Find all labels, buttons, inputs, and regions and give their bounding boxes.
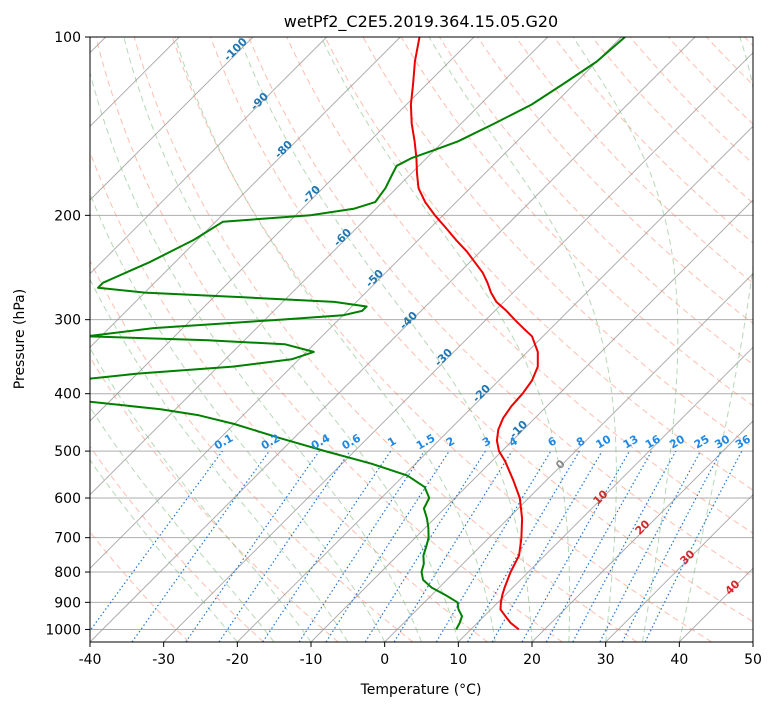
x-tick-label: 50 [744, 652, 762, 668]
y-tick-label: 1000 [45, 622, 81, 638]
x-tick-label: 0 [380, 652, 389, 668]
y-tick-label: 600 [54, 491, 81, 507]
x-tick-label: -10 [300, 652, 323, 668]
y-tick-label: 300 [54, 313, 81, 329]
y-tick-label: 400 [54, 387, 81, 403]
y-tick-label: 500 [54, 444, 81, 460]
y-tick-label: 800 [54, 565, 81, 581]
x-tick-label: -20 [226, 652, 249, 668]
x-tick-label: 30 [597, 652, 615, 668]
y-tick-label: 900 [54, 595, 81, 611]
x-axis-label: Temperature (°C) [360, 682, 482, 698]
chart-title: wetPf2_C2E5.2019.364.15.05.G20 [284, 12, 558, 32]
x-tick-label: -40 [79, 652, 102, 668]
x-tick-label: 40 [670, 652, 688, 668]
x-tick-label: -30 [152, 652, 175, 668]
y-tick-label: 700 [54, 531, 81, 547]
y-tick-label: 200 [54, 208, 81, 224]
y-axis-label: Pressure (hPa) [12, 289, 28, 389]
x-tick-label: 20 [523, 652, 541, 668]
x-tick-label: 10 [449, 652, 467, 668]
y-tick-label: 100 [54, 30, 81, 46]
